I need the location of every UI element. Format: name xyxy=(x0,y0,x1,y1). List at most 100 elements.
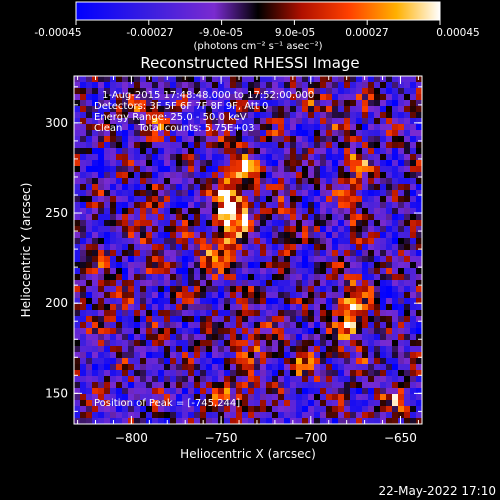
heatmap-cell xyxy=(206,418,213,424)
heatmap-cell xyxy=(104,220,111,227)
heatmap-cell xyxy=(248,112,255,119)
heatmap-cell xyxy=(416,190,422,197)
heatmap-cell xyxy=(272,412,279,419)
heatmap-cell xyxy=(152,112,159,119)
heatmap-cell xyxy=(236,394,243,401)
heatmap-cell xyxy=(110,202,117,209)
heatmap-cell xyxy=(188,136,195,143)
heatmap-cell xyxy=(332,154,339,161)
heatmap-cell xyxy=(392,82,399,89)
heatmap-cell xyxy=(122,160,129,167)
heatmap-cell xyxy=(398,406,405,413)
heatmap-cell xyxy=(206,160,213,167)
heatmap-cell xyxy=(416,388,422,395)
heatmap-cell xyxy=(188,322,195,329)
heatmap-cell xyxy=(152,232,159,239)
heatmap-cell xyxy=(224,394,231,401)
heatmap-cell xyxy=(122,412,129,419)
heatmap-cell xyxy=(398,100,405,107)
heatmap-cell xyxy=(350,106,357,113)
heatmap-cell xyxy=(296,148,303,155)
heatmap-cell xyxy=(92,82,99,89)
heatmap-cell xyxy=(92,400,99,407)
heatmap-cell xyxy=(116,370,123,377)
heatmap-cell xyxy=(314,226,321,233)
heatmap-cell xyxy=(326,412,333,419)
heatmap-cell xyxy=(152,220,159,227)
heatmap-cell xyxy=(398,412,405,419)
heatmap-cell xyxy=(380,130,387,137)
heatmap-cell xyxy=(86,214,93,221)
heatmap-cell xyxy=(152,406,159,413)
heatmap-cell xyxy=(248,196,255,203)
heatmap-cell xyxy=(404,172,411,179)
heatmap-cell xyxy=(212,196,219,203)
heatmap-cell xyxy=(260,238,267,245)
heatmap-cell xyxy=(164,196,171,203)
heatmap-cell xyxy=(164,376,171,383)
heatmap-cell xyxy=(146,280,153,287)
heatmap-cell xyxy=(404,214,411,221)
heatmap-cell xyxy=(218,304,225,311)
heatmap-cell xyxy=(332,292,339,299)
heatmap-cell xyxy=(116,328,123,335)
heatmap-cell xyxy=(236,364,243,371)
heatmap-cell xyxy=(314,178,321,185)
heatmap-cell xyxy=(344,154,351,161)
heatmap-cell xyxy=(278,328,285,335)
heatmap-cell xyxy=(314,358,321,365)
heatmap-cell xyxy=(164,388,171,395)
heatmap-cell xyxy=(200,112,207,119)
heatmap-cell xyxy=(350,184,357,191)
heatmap-cell xyxy=(140,76,147,83)
heatmap-cell xyxy=(290,268,297,275)
heatmap-cell xyxy=(332,178,339,185)
heatmap-cell xyxy=(164,112,171,119)
heatmap-cell xyxy=(110,100,117,107)
heatmap-cell xyxy=(194,226,201,233)
heatmap-cell xyxy=(332,94,339,101)
heatmap-cell xyxy=(236,334,243,341)
heatmap-cell xyxy=(278,262,285,269)
heatmap-cell xyxy=(80,88,87,95)
heatmap-cell xyxy=(380,76,387,83)
heatmap-cell xyxy=(242,274,249,281)
heatmap-cell xyxy=(410,262,417,269)
heatmap-cell xyxy=(158,94,165,101)
heatmap-cell xyxy=(134,382,141,389)
heatmap-cell xyxy=(320,160,327,167)
heatmap-cell xyxy=(236,244,243,251)
heatmap-cell xyxy=(302,118,309,125)
heatmap-cell xyxy=(194,388,201,395)
heatmap-cell xyxy=(104,118,111,125)
heatmap-cell xyxy=(200,172,207,179)
heatmap-cell xyxy=(134,256,141,263)
heatmap-cell xyxy=(416,232,422,239)
heatmap-cell xyxy=(404,280,411,287)
heatmap-cell xyxy=(302,418,309,424)
heatmap-cell xyxy=(386,208,393,215)
heatmap-cell xyxy=(266,394,273,401)
heatmap-cell xyxy=(116,262,123,269)
heatmap-cell xyxy=(140,280,147,287)
heatmap-cell xyxy=(206,148,213,155)
heatmap-cell xyxy=(80,220,87,227)
heatmap-cell xyxy=(122,232,129,239)
heatmap-cell xyxy=(242,172,249,179)
heatmap-cell xyxy=(248,124,255,131)
heatmap-cell xyxy=(398,118,405,125)
heatmap-cell xyxy=(350,388,357,395)
heatmap-cell xyxy=(290,328,297,335)
heatmap-cell xyxy=(188,274,195,281)
heatmap-cell xyxy=(110,88,117,95)
heatmap-cell xyxy=(290,94,297,101)
heatmap-cell xyxy=(302,340,309,347)
heatmap-cell xyxy=(290,310,297,317)
heatmap-cell xyxy=(398,316,405,323)
heatmap-cell xyxy=(392,274,399,281)
heatmap-cell xyxy=(374,262,381,269)
heatmap-cell xyxy=(116,352,123,359)
heatmap-cell xyxy=(326,292,333,299)
heatmap-cell xyxy=(266,322,273,329)
heatmap-cell xyxy=(404,136,411,143)
